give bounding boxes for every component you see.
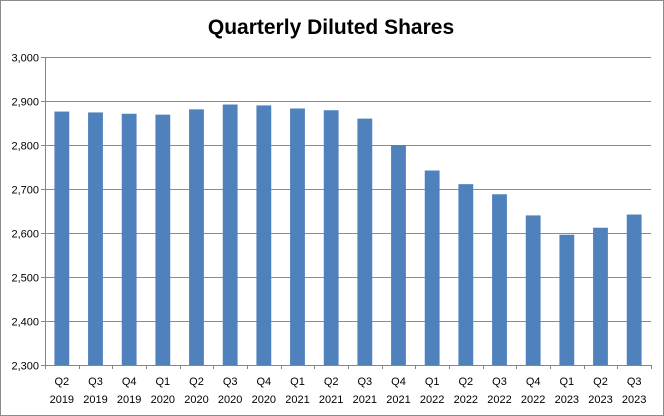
bar: [593, 227, 608, 365]
bar: [626, 214, 642, 365]
x-tick-label-year: 2020: [218, 394, 242, 406]
bar: [323, 110, 339, 366]
x-tick-label-year: 2021: [386, 394, 410, 406]
y-tick-label: 2,600: [11, 229, 39, 241]
x-tick-label-year: 2020: [184, 394, 208, 406]
x-tick-label-quarter: Q4: [526, 376, 541, 388]
x-tick-label-year: 2020: [151, 394, 175, 406]
x-tick-label-year: 2021: [319, 394, 343, 406]
bar: [357, 118, 373, 365]
y-tick-label: 2,500: [11, 273, 39, 285]
y-tick-label: 2,400: [11, 317, 39, 329]
x-tick-label-year: 2019: [83, 394, 107, 406]
bar: [492, 194, 507, 365]
x-tick-label-year: 2022: [487, 394, 511, 406]
x-tick-label-quarter: Q2: [593, 376, 608, 388]
x-tick-labels: Q2 2019 Q3 2019 Q4 2019 Q1 2020 Q2 2020 Q3 2020 Q4 20…: [50, 376, 647, 406]
x-tick-label-quarter: Q3: [223, 376, 238, 388]
bar: [559, 234, 575, 365]
bar: [189, 109, 204, 365]
x-tick-label-year: 2021: [353, 394, 377, 406]
y-tick-label: 2,900: [11, 97, 39, 109]
x-tick-label-quarter: Q4: [256, 376, 271, 388]
bar: [222, 104, 238, 366]
bar: [391, 145, 406, 365]
y-tick-label: 2,700: [11, 185, 39, 197]
x-tick-label-year: 2019: [117, 394, 141, 406]
x-tick-label-quarter: Q2: [54, 376, 69, 388]
bar: [458, 184, 474, 365]
x-tick-label-quarter: Q2: [458, 376, 473, 388]
x-tick-label-quarter: Q3: [627, 376, 642, 388]
chart-title: Quarterly Diluted Shares: [208, 16, 454, 39]
bar: [424, 170, 440, 365]
x-tick-label-year: 2020: [252, 394, 276, 406]
x-tick-label-quarter: Q1: [155, 376, 170, 388]
y-tick-label: 2,300: [11, 361, 39, 373]
x-tick-label-quarter: Q2: [189, 376, 204, 388]
y-tick-label: 3,000: [11, 53, 39, 65]
bar: [256, 105, 272, 366]
bar: [121, 113, 137, 365]
x-tick-label-quarter: Q1: [559, 376, 574, 388]
x-tick-label-quarter: Q3: [357, 376, 372, 388]
y-tick-label: 2,800: [11, 141, 39, 153]
x-tick-label-year: 2021: [285, 394, 309, 406]
x-tick-label-quarter: Q4: [122, 376, 137, 388]
x-tick-label-year: 2023: [555, 394, 579, 406]
x-tick-label-quarter: Q2: [324, 376, 339, 388]
x-tick-label-quarter: Q1: [290, 376, 305, 388]
bars: [54, 104, 642, 366]
axes: [41, 57, 652, 369]
x-tick-label-year: 2019: [50, 394, 74, 406]
x-tick-label-quarter: Q1: [425, 376, 440, 388]
x-tick-label-year: 2022: [420, 394, 444, 406]
x-tick-label-quarter: Q3: [88, 376, 103, 388]
x-tick-label-year: 2022: [454, 394, 478, 406]
bar: [525, 215, 541, 365]
x-tick-label-quarter: Q3: [492, 376, 507, 388]
x-tick-label-year: 2023: [588, 394, 612, 406]
bar: [54, 111, 70, 365]
bar: [290, 108, 305, 365]
y-tick-labels: 2,300 2,400 2,500 2,600 2,700 2,800 2,900 3,000: [11, 53, 39, 373]
bar: [155, 114, 171, 365]
x-tick-label-quarter: Q4: [391, 376, 406, 388]
x-tick-label-year: 2023: [622, 394, 646, 406]
bar: [88, 112, 103, 365]
x-tick-label-year: 2022: [521, 394, 545, 406]
